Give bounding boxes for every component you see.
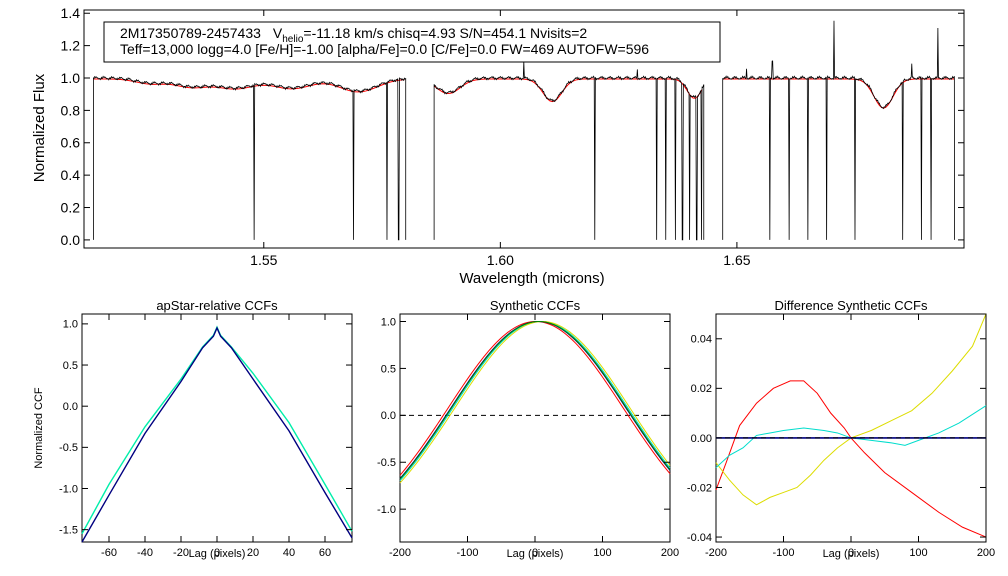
synthetic-ccf-xtick-label: 100: [593, 547, 611, 559]
info-line-2: Teff=13,000 logg=4.0 [Fe/H]=-1.00 [alpha…: [120, 41, 649, 57]
apstar-ccf-ylabel: Normalized CCF: [33, 387, 45, 469]
spectrum-ytick-label: 0.6: [61, 135, 81, 151]
synthetic-ccf-line: [399, 321, 671, 482]
difference-ccf-panel: -200 -100 0 100 200 -0.04 -0.02 0.00 0.02 0.04 Di…: [687, 298, 995, 560]
difference-ccf-xtick-label: 100: [909, 547, 927, 559]
synthetic-ccf-xtick-label: -200: [389, 547, 411, 559]
difference-ccf-series: [715, 313, 987, 538]
spectrum-ytick-label: 1.0: [61, 70, 81, 86]
synthetic-ccf-line: [399, 321, 671, 484]
difference-ccf-ytick-label: 0.00: [691, 433, 712, 445]
apstar-ccf-xlabel: Lag (pixels): [189, 548, 246, 560]
spectrum-observed-line: [93, 75, 407, 241]
difference-ccf-ytick-label: -0.04: [687, 532, 712, 544]
difference-ccf-line: [715, 380, 987, 538]
difference-ccf-xtick-label: 200: [977, 547, 995, 559]
spectrum-ytick-label: 1.2: [61, 38, 81, 54]
difference-ccf-title: Difference Synthetic CCFs: [775, 298, 928, 313]
apstar-ccf-xtick-label: 0: [214, 547, 220, 559]
synthetic-ccf-title: Synthetic CCFs: [490, 298, 581, 313]
apstar-ccf-line: [81, 326, 353, 543]
synthetic-ccf-line: [399, 321, 671, 479]
synthetic-ccf-frame: [399, 313, 671, 543]
apstar-ccf-axes: -60 -40 -20 0 20 40 60 -1.5 -1.0 -0.5 0.0 0.5 1.0: [59, 314, 352, 559]
spectrum-panel: 1.55 1.60 1.65 0.0 0.2 0.4 0.6 0.8 1.0 1.2 1.4 2M1…: [31, 5, 965, 287]
v-helio-subscript: helio: [282, 34, 304, 45]
synthetic-ccf-ytick-label: -1.0: [377, 504, 396, 516]
apstar-ccf-ytick-label: 0.5: [63, 360, 78, 372]
synthetic-ccf-series: [399, 321, 671, 484]
spectrum-ytick-label: 0.0: [61, 232, 81, 248]
apstar-ccf-ytick-label: 1.0: [63, 319, 78, 331]
apstar-ccf-xtick-label: 20: [247, 547, 259, 559]
spectrum-xlabel: Wavelength (microns): [459, 270, 604, 287]
apstar-ccf-xtick-label: 40: [283, 547, 295, 559]
apstar-ccf-xtick-label: -20: [173, 547, 189, 559]
difference-ccf-xtick-label: -200: [705, 547, 727, 559]
synthetic-ccf-line: [399, 321, 671, 476]
synthetic-ccf-panel: -200 -100 0 100 200 -1.0 -0.5 0.0 0.5 1.0 Synthet…: [377, 298, 679, 560]
synthetic-ccf-ytick-label: 0.5: [381, 363, 396, 375]
spectrum-ytick-label: 0.4: [61, 167, 81, 183]
synthetic-ccf-ytick-label: 0.0: [381, 410, 396, 422]
info-line-1: 2M17350789-2457433 Vhelio=-11.18 km/s chi…: [120, 25, 587, 45]
spectrum-xtick-label: 1.60: [487, 252, 514, 268]
spectrum-ytick-label: 0.2: [61, 199, 81, 215]
difference-ccf-xtick-label: -100: [772, 547, 794, 559]
apstar-ccf-title: apStar-relative CCFs: [156, 298, 278, 313]
spectrum-ylabel: Normalized Flux: [31, 73, 48, 182]
apstar-ccf-line: [81, 325, 353, 535]
spectrum-xtick-label: 1.55: [250, 252, 277, 268]
spectrum-observed-line: [722, 20, 955, 240]
apstar-ccf-ytick-label: -1.0: [59, 483, 78, 495]
spectrum-model-line: [722, 78, 955, 109]
synthetic-ccf-line: [399, 321, 671, 480]
spectrum-observed-line: [433, 61, 705, 241]
spectrum-axes: 1.55 1.60 1.65 0.0 0.2 0.4 0.6 0.8 1.0 1.2 1.4: [61, 5, 964, 268]
info-box: [103, 21, 721, 63]
apstar-ccf-ytick-label: 0.0: [63, 401, 78, 413]
difference-ccf-frame: [715, 313, 987, 543]
synthetic-ccf-xlabel: Lag (pixels): [507, 548, 564, 560]
v-helio-symbol: V: [273, 25, 283, 41]
spectrum-series: [93, 20, 955, 241]
synthetic-ccf-xtick-label: 0: [532, 547, 538, 559]
difference-ccf-line: [715, 405, 987, 469]
difference-ccf-ytick-label: 0.02: [691, 383, 712, 395]
spectrum-ytick-label: 1.4: [61, 5, 81, 21]
synthetic-ccf-ytick-label: -0.5: [377, 457, 396, 469]
apstar-ccf-ytick-label: -1.5: [59, 525, 78, 537]
apstar-ccf-frame: [81, 313, 353, 543]
difference-ccf-line: [715, 313, 987, 506]
apstar-ccf-xtick-label: 60: [319, 547, 331, 559]
star-id: 2M17350789-2457433: [120, 25, 261, 41]
difference-ccf-xtick-label: 0: [848, 547, 854, 559]
difference-ccf-ytick-label: -0.02: [687, 482, 712, 494]
spectrum-ytick-label: 0.8: [61, 102, 81, 118]
difference-ccf-axes: -200 -100 0 100 200 -0.04 -0.02 0.00 0.02 0.04: [687, 314, 995, 559]
synthetic-ccf-xtick-label: -100: [456, 547, 478, 559]
synthetic-ccf-xtick-label: 200: [661, 547, 679, 559]
spectrum-xtick-label: 1.65: [723, 252, 750, 268]
v-helio-value: =-11.18 km/s chisq=4.93 S/N=454.1 Nvisit…: [303, 25, 587, 41]
difference-ccf-ytick-label: 0.04: [691, 334, 712, 346]
apstar-ccf-xtick-label: -40: [137, 547, 153, 559]
difference-ccf-xlabel: Lag (pixels): [823, 548, 880, 560]
spectrum-frame: [83, 9, 965, 249]
synthetic-ccf-ytick-label: 1.0: [381, 316, 396, 328]
apstar-ccf-series: [81, 325, 353, 543]
apstar-ccf-ytick-label: -0.5: [59, 442, 78, 454]
apstar-ccf-panel: -60 -40 -20 0 20 40 60 -1.5 -1.0 -0.5 0.0 0.5 1.0 ap…: [33, 298, 353, 560]
apstar-ccf-xtick-label: -60: [101, 547, 117, 559]
synthetic-ccf-axes: -200 -100 0 100 200 -1.0 -0.5 0.0 0.5 1.0: [377, 314, 679, 559]
